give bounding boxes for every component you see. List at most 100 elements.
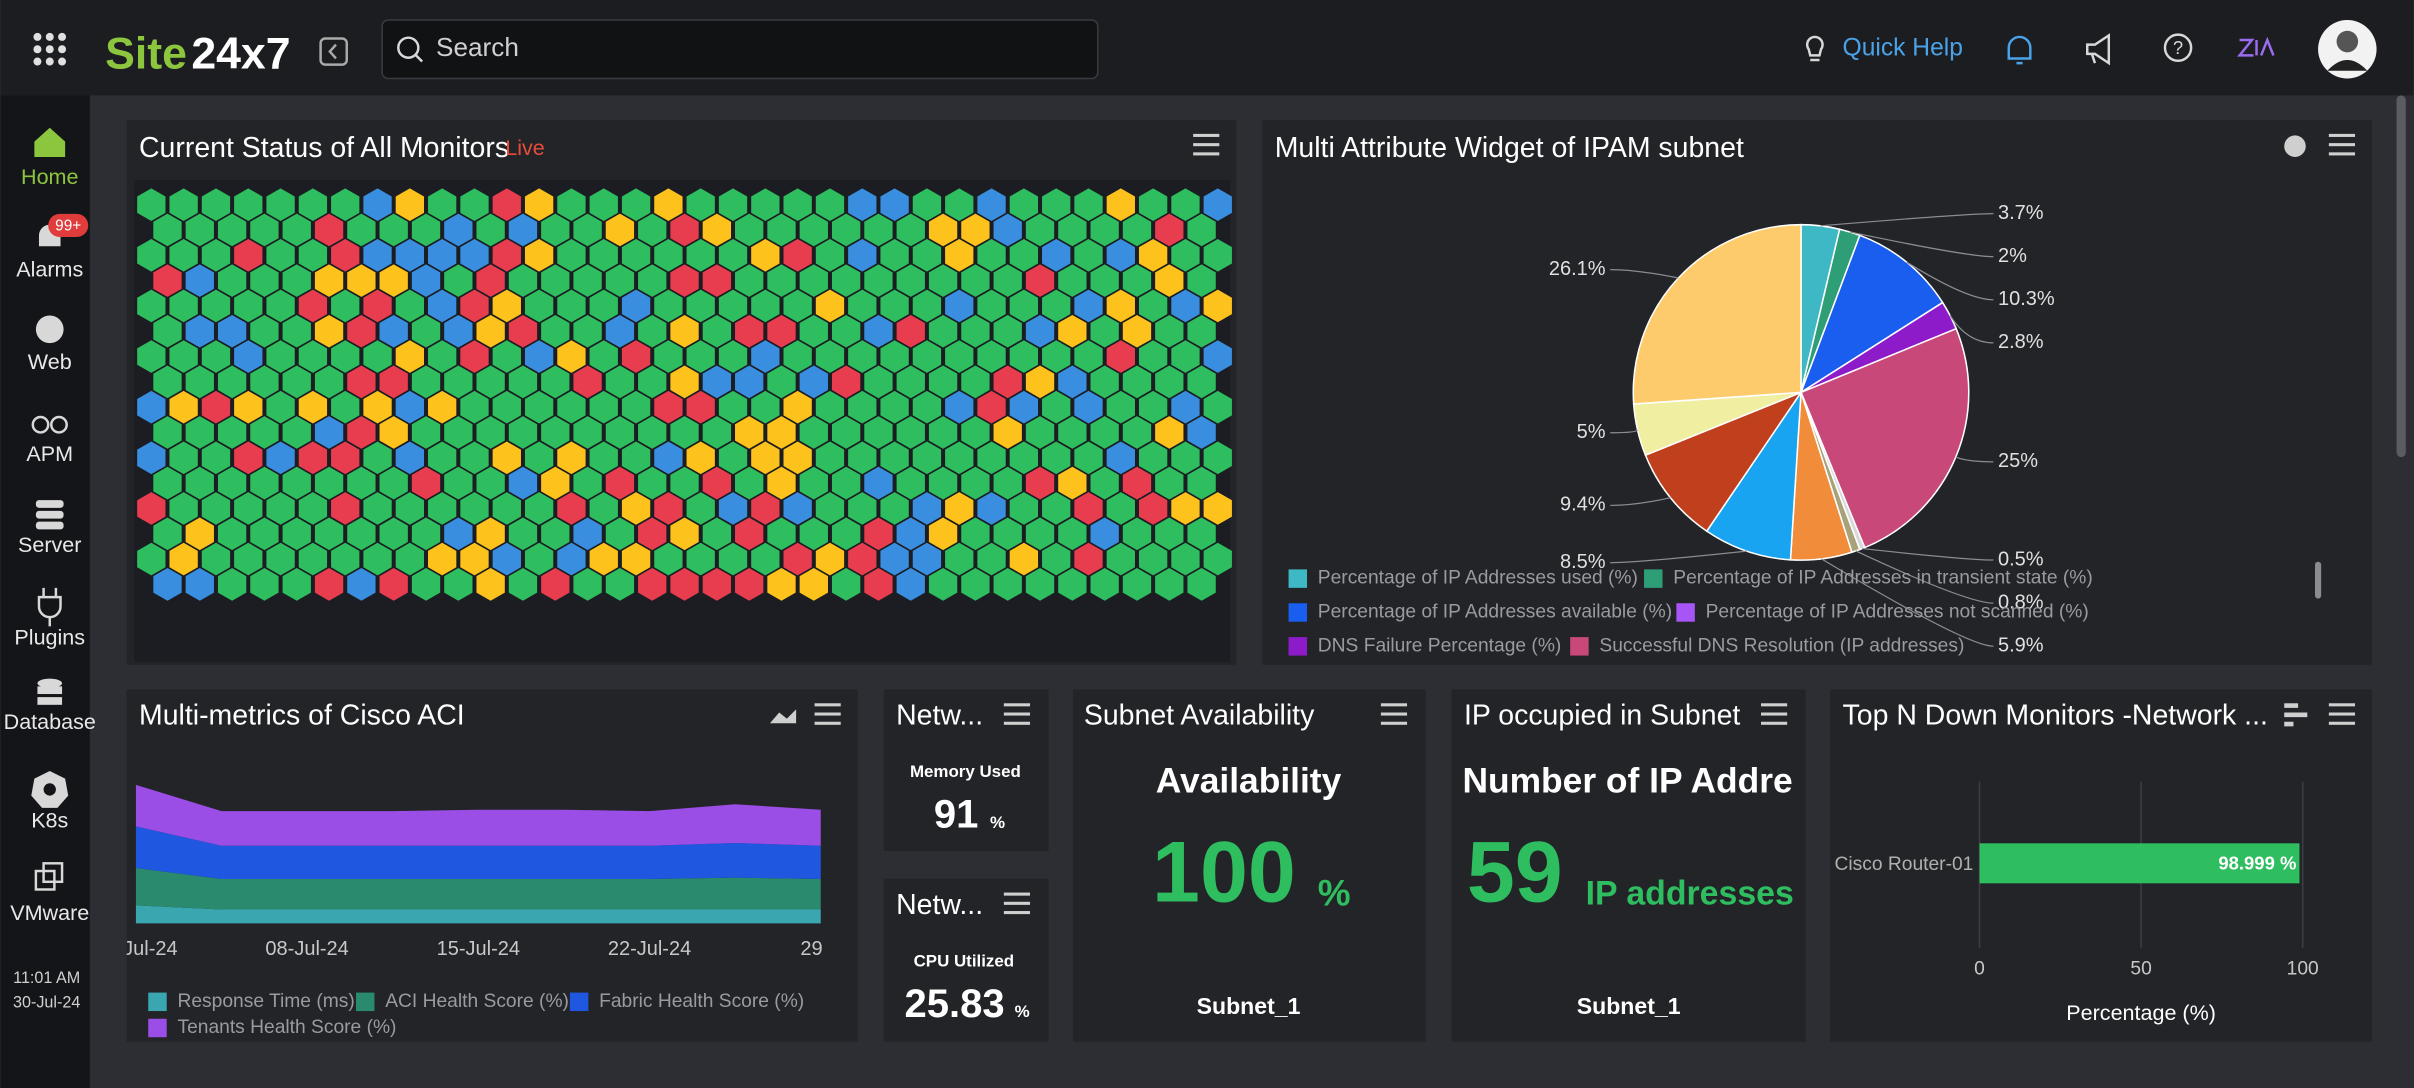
- monitor-tile[interactable]: [815, 340, 845, 373]
- monitor-tile[interactable]: [621, 390, 651, 424]
- monitor-tile[interactable]: [718, 441, 748, 475]
- monitor-tile[interactable]: [702, 466, 732, 500]
- monitor-tile[interactable]: [460, 542, 489, 576]
- monitor-tile[interactable]: [735, 213, 764, 247]
- monitor-tile[interactable]: [993, 315, 1022, 348]
- monitor-tile[interactable]: [153, 466, 182, 500]
- monitor-tile[interactable]: [314, 416, 344, 449]
- monitor-tile[interactable]: [767, 517, 796, 551]
- monitor-tile[interactable]: [686, 441, 715, 475]
- monitor-tile[interactable]: [831, 315, 861, 348]
- monitor-tile[interactable]: [912, 390, 942, 424]
- monitor-tile[interactable]: [670, 466, 699, 500]
- monitor-tile[interactable]: [331, 441, 360, 475]
- monitor-tile[interactable]: [395, 238, 425, 272]
- monitor-tile[interactable]: [557, 492, 586, 525]
- logo-suffix[interactable]: 24x7: [191, 30, 290, 79]
- monitor-tile[interactable]: [298, 340, 328, 373]
- monitor-tile[interactable]: [638, 568, 667, 601]
- monitor-tile[interactable]: [1171, 238, 1200, 272]
- monitor-tile[interactable]: [718, 340, 748, 373]
- monitor-tile[interactable]: [751, 188, 780, 221]
- monitor-tile[interactable]: [234, 238, 263, 272]
- monitor-tile[interactable]: [460, 441, 489, 475]
- monitor-tile[interactable]: [686, 542, 715, 576]
- monitor-tile[interactable]: [751, 441, 780, 475]
- monitor-tile[interactable]: [605, 517, 635, 551]
- monitor-tile[interactable]: [815, 390, 845, 424]
- user-avatar[interactable]: [2318, 20, 2377, 79]
- monitor-tile[interactable]: [654, 492, 683, 525]
- monitor-tile[interactable]: [945, 188, 974, 221]
- monitor-tile[interactable]: [573, 315, 602, 348]
- monitor-tile[interactable]: [201, 390, 231, 424]
- monitor-tile[interactable]: [993, 213, 1022, 247]
- monitor-tile[interactable]: [492, 492, 521, 525]
- monitor-tile[interactable]: [1090, 517, 1119, 551]
- quick-help[interactable]: Quick Help: [1843, 35, 1963, 62]
- monitor-tile[interactable]: [961, 365, 990, 399]
- monitor-tile[interactable]: [977, 289, 1006, 323]
- monitor-tile[interactable]: [492, 390, 521, 424]
- monitor-tile[interactable]: [783, 340, 812, 373]
- monitor-tile[interactable]: [282, 213, 311, 247]
- widget-menu[interactable]: [1193, 133, 1220, 156]
- monitor-tile[interactable]: [363, 340, 392, 373]
- monitor-tile[interactable]: [961, 416, 990, 449]
- zia-icon[interactable]: [2237, 36, 2275, 57]
- legend-scrollbar[interactable]: [2315, 561, 2322, 599]
- monitor-tile[interactable]: [1058, 517, 1087, 551]
- search-box[interactable]: [381, 19, 1099, 80]
- monitor-tile[interactable]: [1203, 441, 1232, 475]
- monitor-tile[interactable]: [767, 568, 796, 601]
- monitor-tile[interactable]: [557, 441, 586, 475]
- monitor-tile[interactable]: [718, 492, 748, 525]
- nav-label[interactable]: VMware: [10, 901, 89, 925]
- monitor-tile[interactable]: [735, 466, 764, 500]
- monitor-tile[interactable]: [541, 315, 570, 348]
- monitor-tile[interactable]: [492, 238, 521, 272]
- monitor-tile[interactable]: [589, 289, 618, 323]
- monitor-tile[interactable]: [961, 315, 990, 348]
- monitor-tile[interactable]: [751, 492, 780, 525]
- monitor-tile[interactable]: [217, 315, 247, 348]
- monitor-tile[interactable]: [864, 466, 893, 500]
- monitor-tile[interactable]: [928, 568, 958, 601]
- monitor-tile[interactable]: [864, 568, 893, 601]
- monitor-tile[interactable]: [961, 568, 990, 601]
- monitor-tile[interactable]: [1203, 390, 1232, 424]
- monitor-tile[interactable]: [751, 289, 780, 323]
- monitor-tile[interactable]: [185, 264, 214, 297]
- monitor-tile[interactable]: [735, 568, 764, 601]
- monitor-tile[interactable]: [1074, 492, 1103, 525]
- monitor-tile[interactable]: [1025, 315, 1055, 348]
- monitor-tile[interactable]: [686, 492, 715, 525]
- monitor-tile[interactable]: [153, 213, 182, 247]
- widget-menu[interactable]: [1380, 703, 1408, 725]
- monitor-tile[interactable]: [331, 340, 360, 373]
- monitor-tile[interactable]: [1171, 492, 1200, 525]
- monitor-tile[interactable]: [282, 365, 311, 399]
- monitor-tile[interactable]: [169, 340, 198, 373]
- monitor-tile[interactable]: [153, 365, 182, 399]
- monitor-tile[interactable]: [379, 315, 408, 348]
- monitor-tile[interactable]: [1171, 289, 1200, 323]
- monitor-tile[interactable]: [961, 517, 990, 551]
- monitor-tile[interactable]: [185, 213, 214, 247]
- monitor-tile[interactable]: [508, 466, 538, 500]
- monitor-tile[interactable]: [234, 441, 263, 475]
- monitor-tile[interactable]: [282, 264, 311, 297]
- monitor-tile[interactable]: [928, 315, 958, 348]
- monitor-tile[interactable]: [1187, 466, 1216, 500]
- monitor-tile[interactable]: [993, 416, 1022, 449]
- monitor-tile[interactable]: [444, 213, 473, 247]
- monitor-tile[interactable]: [799, 466, 828, 500]
- monitor-tile[interactable]: [460, 188, 489, 221]
- apm-icon[interactable]: [31, 415, 68, 434]
- monitor-tile[interactable]: [1009, 289, 1039, 323]
- monitor-tile[interactable]: [1074, 441, 1103, 475]
- monitor-tile[interactable]: [1058, 416, 1087, 449]
- monitor-tile[interactable]: [557, 289, 586, 323]
- monitor-tile[interactable]: [573, 517, 602, 551]
- monitor-tile[interactable]: [1171, 188, 1200, 221]
